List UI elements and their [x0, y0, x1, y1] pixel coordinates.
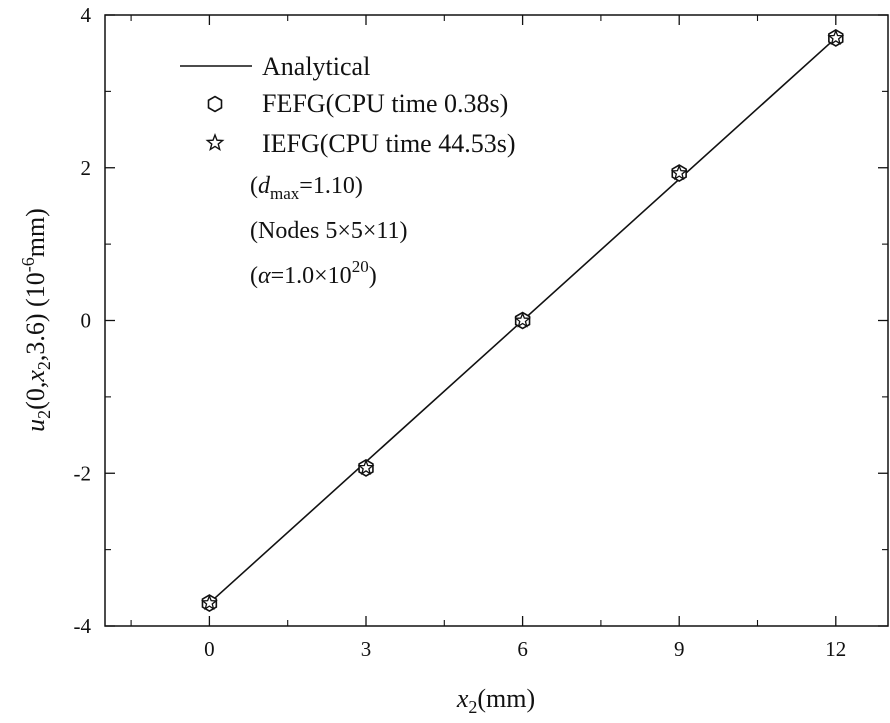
legend-label-analytical: Analytical	[262, 52, 370, 81]
y-tick-label: -4	[74, 614, 92, 638]
iefg-point	[357, 459, 375, 476]
y-axis-label: u2(0,x2,3.6) (10-6mm)	[18, 208, 54, 432]
x-axis-ticks: 0 3 6 9 12	[130, 15, 846, 661]
x-tick-label: 9	[674, 637, 685, 661]
x-tick-label: 3	[361, 637, 372, 661]
legend-label-fefg: FEFG(CPU time 0.38s)	[262, 89, 508, 118]
legend-label-iefg: IEFG(CPU time 44.53s)	[262, 129, 516, 158]
legend-star-shape	[205, 133, 225, 152]
y-tick-label: -2	[74, 461, 92, 485]
annotation-nodes: (Nodes 5×5×11)	[250, 218, 408, 244]
annotation-dmax: (dmax=1.10)	[250, 173, 363, 203]
x-tick-label: 6	[517, 637, 528, 661]
x-tick-label: 0	[204, 637, 215, 661]
legend-hexagon-shape	[207, 95, 223, 113]
y-axis-ticks: -4 -2 0 2 4	[74, 3, 888, 638]
iefg-point	[670, 164, 688, 181]
iefg-point	[827, 29, 845, 46]
star-marker-icon	[205, 133, 225, 152]
legend: Analytical FEFG(CPU time 0.38s) IEFG(CPU…	[180, 52, 516, 158]
x-tick-label: 12	[825, 637, 846, 661]
iefg-point	[514, 311, 531, 328]
hexagon-marker-icon	[207, 95, 223, 113]
y-tick-label: 2	[81, 156, 92, 180]
annotation-alpha: (α=1.0×1020)	[250, 257, 377, 289]
iefg-point	[201, 594, 218, 611]
y-tick-label: 0	[81, 309, 92, 333]
series-layer	[201, 28, 845, 613]
y-tick-label: 4	[81, 3, 92, 27]
x-axis-label: x2(mm)	[456, 684, 535, 717]
